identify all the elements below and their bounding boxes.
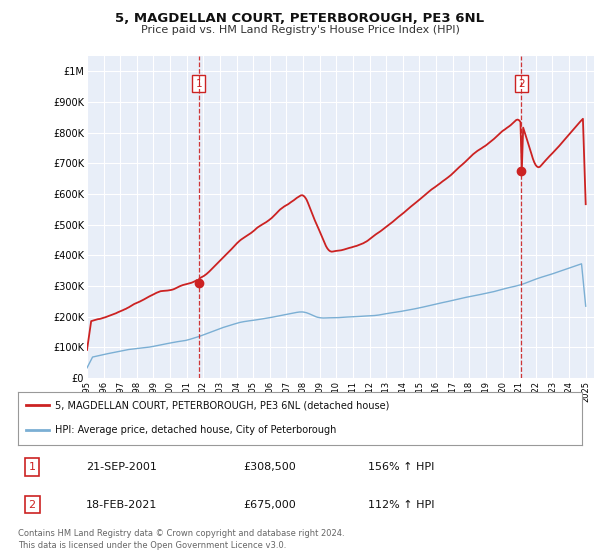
Text: HPI: Average price, detached house, City of Peterborough: HPI: Average price, detached house, City… xyxy=(55,425,336,435)
Text: Price paid vs. HM Land Registry's House Price Index (HPI): Price paid vs. HM Land Registry's House … xyxy=(140,25,460,35)
Text: 21-SEP-2001: 21-SEP-2001 xyxy=(86,462,157,472)
Text: 112% ↑ HPI: 112% ↑ HPI xyxy=(368,500,434,510)
Text: 18-FEB-2021: 18-FEB-2021 xyxy=(86,500,157,510)
Text: Contains HM Land Registry data © Crown copyright and database right 2024.: Contains HM Land Registry data © Crown c… xyxy=(18,530,344,539)
Text: 2: 2 xyxy=(518,78,524,88)
Text: 156% ↑ HPI: 156% ↑ HPI xyxy=(368,462,434,472)
Text: This data is licensed under the Open Government Licence v3.0.: This data is licensed under the Open Gov… xyxy=(18,541,286,550)
Text: £675,000: £675,000 xyxy=(244,500,296,510)
Text: 2: 2 xyxy=(29,500,35,510)
Text: 5, MAGDELLAN COURT, PETERBOROUGH, PE3 6NL (detached house): 5, MAGDELLAN COURT, PETERBOROUGH, PE3 6N… xyxy=(55,400,389,410)
Text: 5, MAGDELLAN COURT, PETERBOROUGH, PE3 6NL: 5, MAGDELLAN COURT, PETERBOROUGH, PE3 6N… xyxy=(115,12,485,25)
Text: £308,500: £308,500 xyxy=(244,462,296,472)
Text: 1: 1 xyxy=(196,78,202,88)
Text: 1: 1 xyxy=(29,462,35,472)
